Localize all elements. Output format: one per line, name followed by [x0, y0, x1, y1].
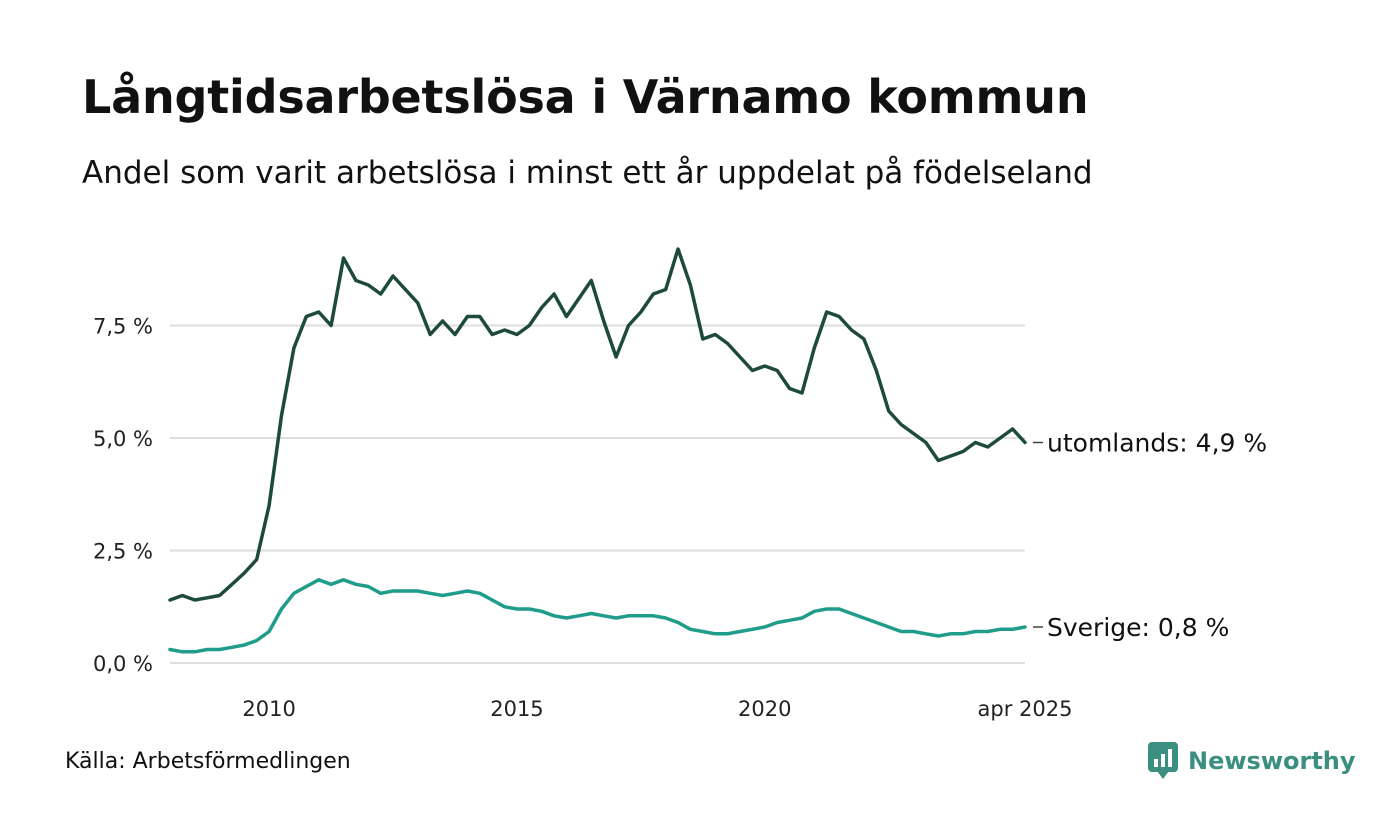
end-label-utomlands: utomlands: 4,9 %: [1047, 429, 1267, 458]
y-tick-label: 7,5 %: [93, 315, 153, 339]
x-axis-labels: 2010 2015 2020 apr 2025: [242, 697, 1072, 721]
gridlines: [170, 324, 1025, 664]
brand-logo: Newsworthy: [1148, 742, 1356, 780]
x-tick-label: 2010: [242, 697, 295, 721]
brand-name: Newsworthy: [1188, 747, 1356, 775]
newsworthy-logo-icon: [1148, 742, 1178, 779]
series-line-utomlands: [168, 247, 1027, 602]
y-tick-label: 5,0 %: [93, 427, 153, 451]
series-line-sverige: [168, 578, 1027, 654]
x-tick-label: apr 2025: [978, 697, 1073, 721]
x-tick-label: 2015: [490, 697, 543, 721]
series-lines: [168, 247, 1027, 654]
y-axis-labels: 0,0 % 2,5 % 5,0 % 7,5 %: [93, 315, 153, 677]
series-end-labels: utomlands: 4,9 % Sverige: 0,8 %: [1033, 429, 1267, 642]
end-label-sverige: Sverige: 0,8 %: [1047, 613, 1229, 642]
chart-subtitle: Andel som varit arbetslösa i minst ett å…: [82, 155, 1093, 191]
y-tick-label: 0,0 %: [93, 652, 153, 676]
x-tick-label: 2020: [738, 697, 791, 721]
y-tick-label: 2,5 %: [93, 540, 153, 564]
source-note: Källa: Arbetsförmedlingen: [65, 749, 351, 774]
chart-title: Långtidsarbetslösa i Värnamo kommun: [82, 70, 1089, 124]
